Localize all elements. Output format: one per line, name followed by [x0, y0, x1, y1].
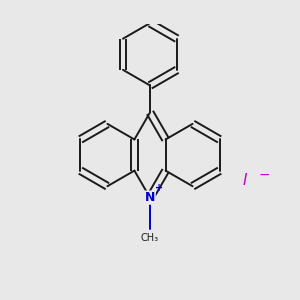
Text: I: I — [243, 173, 248, 188]
Text: N: N — [145, 191, 155, 204]
Text: +: + — [155, 183, 164, 193]
Text: −: − — [259, 168, 270, 182]
Text: CH₃: CH₃ — [141, 233, 159, 243]
